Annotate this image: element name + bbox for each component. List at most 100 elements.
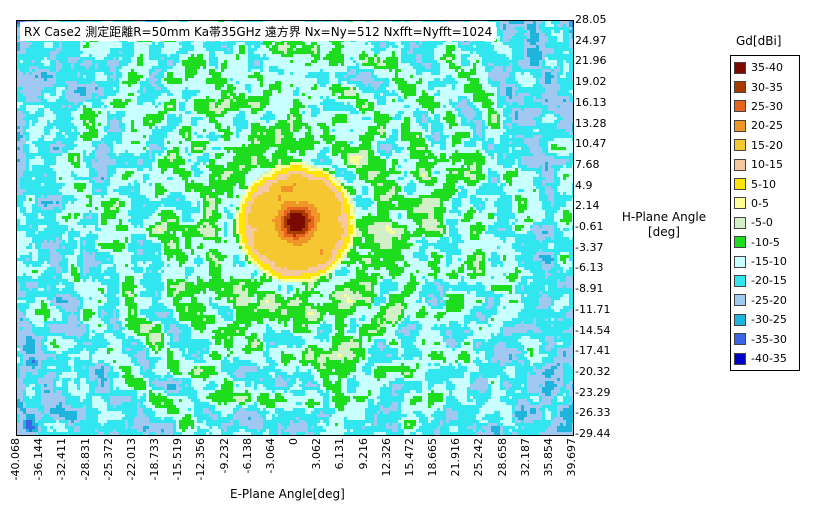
heatmap-cell [155, 54, 158, 57]
heatmap-cell [203, 48, 206, 51]
heatmap-cell [314, 72, 317, 75]
heatmap-cell [497, 24, 500, 27]
heatmap-cell [527, 60, 530, 63]
heatmap-cell [182, 54, 185, 57]
heatmap-cell [503, 45, 506, 48]
heatmap-cell [401, 51, 404, 54]
heatmap-cell [155, 45, 158, 48]
heatmap-cell [80, 42, 83, 45]
heatmap-cell [572, 42, 573, 45]
heatmap-cell [257, 54, 260, 57]
heatmap-cell [392, 54, 395, 57]
heatmap-cell [362, 57, 365, 60]
heatmap-cell [482, 57, 485, 60]
heatmap-cell [26, 51, 29, 54]
heatmap-cell [476, 72, 479, 75]
heatmap-cell [461, 45, 464, 48]
heatmap-cell [560, 42, 563, 45]
heatmap-cell [374, 60, 377, 63]
heatmap-cell [197, 75, 200, 78]
heatmap-cell [188, 57, 191, 60]
heatmap-cell [518, 72, 521, 75]
heatmap-cell [53, 57, 56, 60]
heatmap-cell [359, 42, 362, 45]
heatmap-cell [455, 60, 458, 63]
heatmap-cell [20, 48, 23, 51]
heatmap-cell [71, 66, 74, 69]
heatmap-cell [563, 54, 566, 57]
heatmap-cell [365, 45, 368, 48]
heatmap-cell [539, 36, 542, 39]
heatmap-cell [338, 72, 341, 75]
heatmap-cell [512, 48, 515, 51]
heatmap-cell [188, 54, 191, 57]
heatmap-cell [443, 63, 446, 66]
heatmap-cell [317, 60, 320, 63]
heatmap-cell [242, 72, 245, 75]
heatmap-cell [512, 63, 515, 66]
heatmap-cell [305, 51, 308, 54]
heatmap-cell [428, 45, 431, 48]
heatmap-cell [383, 60, 386, 63]
heatmap-cell [548, 24, 551, 27]
heatmap-cell [227, 48, 230, 51]
heatmap-cell [62, 60, 65, 63]
heatmap-cell [170, 51, 173, 54]
heatmap-cell [353, 66, 356, 69]
heatmap-cell [323, 72, 326, 75]
heatmap-cell [494, 51, 497, 54]
heatmap-cell [407, 48, 410, 51]
heatmap-cell [461, 57, 464, 60]
heatmap-cell [239, 72, 242, 75]
heatmap-cell [317, 54, 320, 57]
heatmap-cell [260, 66, 263, 69]
heatmap-cell [53, 51, 56, 54]
heatmap-cell [317, 69, 320, 72]
heatmap-cell [32, 45, 35, 48]
heatmap-cell [560, 66, 563, 69]
heatmap-cell [122, 45, 125, 48]
heatmap-cell [557, 57, 560, 60]
heatmap-cell [182, 75, 185, 78]
heatmap-cell [233, 75, 236, 78]
heatmap-cell [104, 72, 107, 75]
heatmap-cell [512, 39, 515, 42]
heatmap-cell [422, 48, 425, 51]
heatmap-cell [107, 51, 110, 54]
heatmap-cell [374, 69, 377, 72]
heatmap-cell [533, 36, 536, 39]
heatmap-cell [524, 51, 527, 54]
heatmap-cell [350, 45, 353, 48]
heatmap-cell [530, 54, 533, 57]
heatmap-cell [200, 54, 203, 57]
heatmap-cell [515, 27, 518, 30]
heatmap-cell [227, 63, 230, 66]
heatmap-cell [53, 54, 56, 57]
heatmap-cell [80, 69, 83, 72]
heatmap-cell [200, 66, 203, 69]
heatmap-cell [476, 48, 479, 51]
heatmap-cell [155, 75, 158, 78]
heatmap-cell [167, 75, 170, 78]
heatmap-cell [530, 24, 533, 27]
heatmap-cell [59, 66, 62, 69]
heatmap-cell [113, 72, 116, 75]
heatmap-cell [83, 63, 86, 66]
heatmap-cell [482, 42, 485, 45]
heatmap-cell [524, 36, 527, 39]
heatmap-cell [122, 69, 125, 72]
heatmap-cell [179, 45, 182, 48]
heatmap-cell [422, 63, 425, 66]
heatmap-cell [530, 33, 533, 36]
heatmap-cell [227, 57, 230, 60]
heatmap-cell [89, 54, 92, 57]
heatmap-cell [569, 51, 572, 54]
heatmap-cell [53, 66, 56, 69]
heatmap-cell [152, 42, 155, 45]
heatmap-cell [434, 60, 437, 63]
heatmap-cell [293, 51, 296, 54]
heatmap-cell [65, 75, 68, 78]
heatmap-cell [524, 27, 527, 30]
heatmap-cell [569, 30, 572, 33]
heatmap-cell [203, 57, 206, 60]
